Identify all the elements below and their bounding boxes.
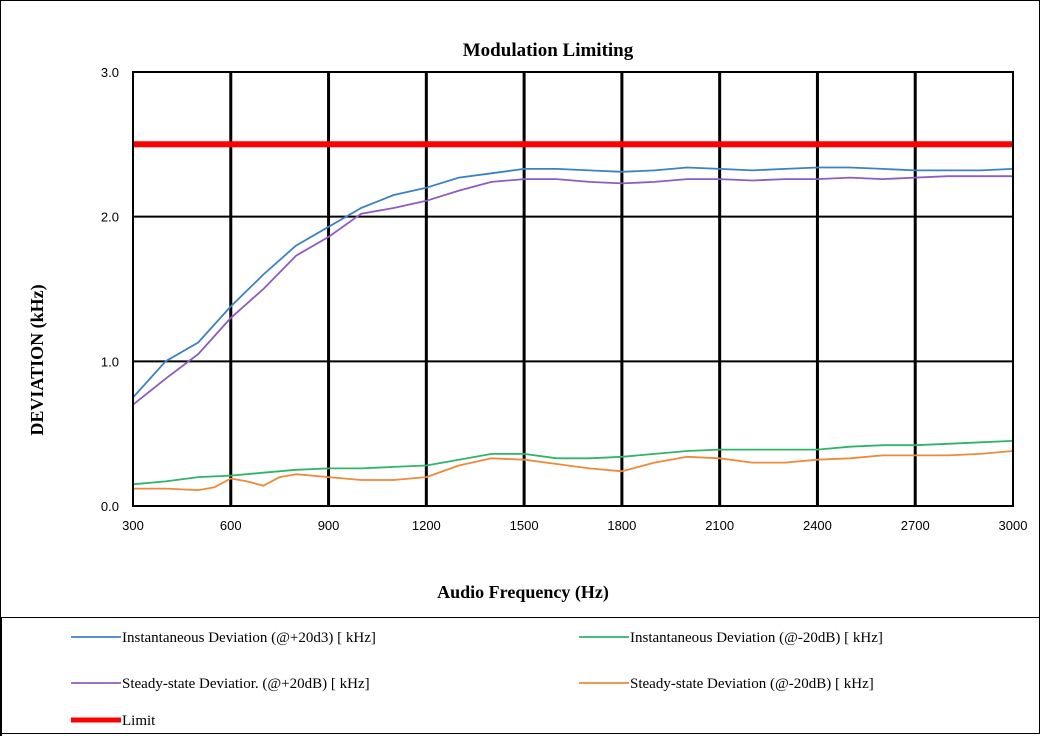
y-axis-label: DEVIATION (kHz) bbox=[27, 284, 48, 435]
series-line-2 bbox=[132, 175, 1013, 406]
x-tick-label: 300 bbox=[122, 518, 144, 533]
legend-label-1: Instantaneous Deviation (@-20dB) [ kHz] bbox=[630, 630, 883, 646]
series-line-0 bbox=[132, 166, 1014, 399]
x-tick-label: 900 bbox=[318, 518, 340, 533]
plot-frame-top bbox=[132, 71, 1014, 507]
chart-title: Modulation Limiting bbox=[463, 40, 634, 61]
y-tick-label: 0.0 bbox=[101, 499, 119, 514]
plot-border bbox=[132, 71, 1014, 507]
legend-label-2: Steady-state Deviatior. (@+20dB) [ kHz] bbox=[122, 676, 370, 692]
legend-box bbox=[0, 617, 1040, 736]
x-tick-label: 1800 bbox=[607, 518, 636, 533]
legend-label-4: Limit bbox=[122, 713, 156, 729]
x-axis-label: Audio Frequency (Hz) bbox=[437, 582, 609, 603]
series-line-1 bbox=[132, 440, 1014, 486]
y-tick-label: 1.0 bbox=[101, 354, 119, 369]
x-tick-label: 1200 bbox=[412, 518, 441, 533]
x-tick-label: 2700 bbox=[901, 518, 930, 533]
x-tick-label: 3000 bbox=[999, 518, 1028, 533]
series-line-3 bbox=[133, 450, 1014, 492]
y-tick-label: 3.0 bbox=[101, 65, 119, 80]
x-tick-label: 2100 bbox=[705, 518, 734, 533]
x-tick-label: 1500 bbox=[510, 518, 539, 533]
legend-label-0: Instantaneous Deviation (@+20d3) [ kHz] bbox=[122, 630, 376, 646]
plot-area: 300 600 900 1200 1500 1800 2100 2400 2700 3000 0.0… bbox=[101, 65, 1028, 533]
x-tick-label: 600 bbox=[220, 518, 242, 533]
legend: Instantaneous Deviation (@+20d3) [ kHz] I… bbox=[71, 630, 883, 729]
legend-label-3: Steady-state Deviation (@-20dB) [ kHz] bbox=[630, 676, 874, 692]
y-tick-label: 2.0 bbox=[101, 210, 119, 225]
x-tick-label: 2400 bbox=[803, 518, 832, 533]
